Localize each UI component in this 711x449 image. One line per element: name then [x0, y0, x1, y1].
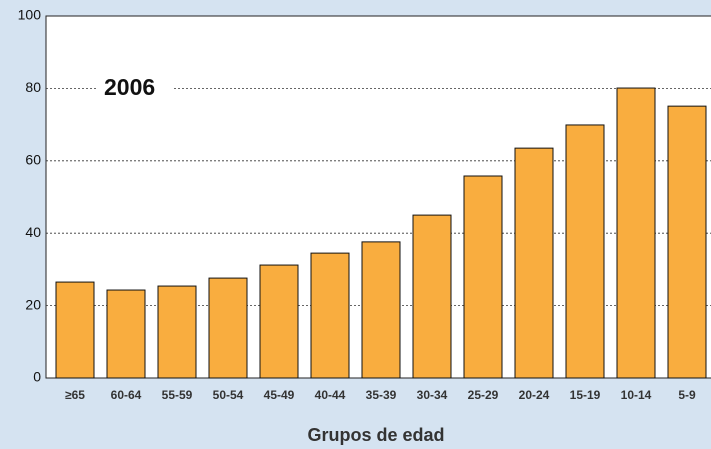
bar	[310, 252, 350, 379]
bar	[565, 124, 605, 379]
bar	[106, 289, 146, 379]
y-tick-label: 100	[18, 7, 42, 23]
x-tick-label: 40-44	[315, 388, 346, 402]
x-tick-label: 25-29	[468, 388, 499, 402]
y-tick-label: 60	[25, 152, 41, 168]
bar	[55, 281, 95, 379]
bar	[259, 264, 299, 379]
x-tick-label: 5-9	[678, 388, 696, 402]
bar	[463, 175, 503, 379]
x-tick-label: 20-24	[519, 388, 550, 402]
y-tick-label: 20	[25, 296, 41, 312]
bar	[667, 105, 707, 379]
x-tick-label: ≥65	[65, 388, 85, 402]
bar	[361, 241, 401, 379]
x-tick-label: 50-54	[213, 388, 244, 402]
annotation-box	[98, 72, 172, 104]
x-tick-label: 45-49	[264, 388, 295, 402]
y-tick-label: 0	[33, 369, 41, 385]
y-tick-label: 80	[25, 79, 41, 95]
x-tick-label: 55-59	[162, 388, 193, 402]
y-tick-label: 40	[25, 224, 41, 240]
x-tick-label: 15-19	[570, 388, 601, 402]
x-tick-label: 30-34	[417, 388, 448, 402]
bar	[157, 285, 197, 379]
bar	[514, 147, 554, 379]
bar	[208, 277, 248, 379]
bar	[412, 214, 452, 379]
x-tick-label: 60-64	[111, 388, 142, 402]
x-tick-label: 10-14	[621, 388, 652, 402]
x-axis-label: Grupos de edad	[307, 425, 444, 445]
bar	[616, 87, 656, 379]
annotation: 2006	[104, 74, 155, 100]
x-tick-label: 35-39	[366, 388, 397, 402]
